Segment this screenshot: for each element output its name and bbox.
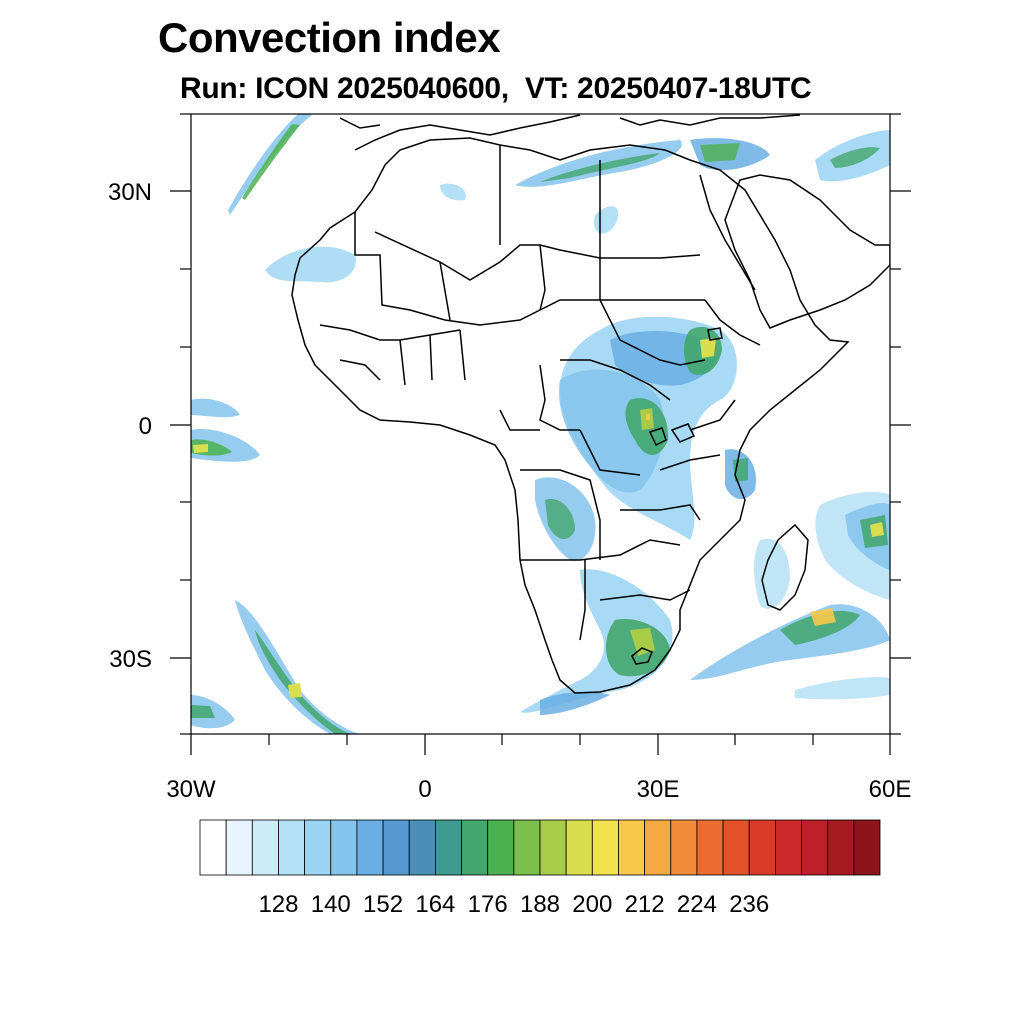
colorbar-swatch — [801, 819, 829, 876]
tick-marks — [170, 113, 911, 755]
colorbar-swatch — [330, 819, 358, 876]
colorbar-swatch — [618, 819, 646, 876]
colorbar-label: 188 — [520, 891, 560, 918]
colorbar-label: 152 — [363, 891, 403, 918]
colorbar-swatch — [853, 819, 881, 876]
colorbar — [199, 819, 881, 876]
colorbar-label: 176 — [468, 891, 508, 918]
convection-field-layer — [191, 114, 890, 734]
colorbar-label: 128 — [258, 891, 298, 918]
lon-label-30e: 30E — [637, 776, 680, 803]
colorbar-swatch — [356, 819, 384, 876]
chart-title: Convection index — [158, 14, 501, 61]
colorbar-swatch — [774, 819, 802, 876]
chart-subtitle: Run: ICON 2025040600, VT: 20250407-18UTC — [180, 72, 812, 105]
lon-label-60e: 60E — [869, 776, 912, 803]
colorbar-label: 236 — [729, 891, 769, 918]
colorbar-swatch — [408, 819, 436, 876]
colorbar-swatch — [251, 819, 279, 876]
colorbar-swatch — [591, 819, 619, 876]
colorbar-swatch — [382, 819, 410, 876]
colorbar-swatch — [696, 819, 724, 876]
map-frame — [190, 113, 891, 735]
colorbar-swatch — [670, 819, 698, 876]
colorbar-swatch — [827, 819, 855, 876]
colorbar-swatch — [278, 819, 306, 876]
lat-label-30s: 30S — [109, 646, 152, 673]
lat-label-0: 0 — [139, 413, 152, 440]
colorbar-swatch — [748, 819, 776, 876]
colorbar-swatch — [487, 819, 515, 876]
colorbar-swatch — [304, 819, 332, 876]
coastline-layer — [291, 114, 890, 694]
colorbar-label: 140 — [311, 891, 351, 918]
colorbar-swatch — [565, 819, 593, 876]
colorbar-labels: 128 140 152 164 176 188 200 212 224 236 — [258, 891, 769, 918]
lat-label-30n: 30N — [108, 179, 152, 206]
lon-label-0: 0 — [418, 776, 431, 803]
colorbar-label: 164 — [415, 891, 455, 918]
colorbar-swatch — [434, 819, 462, 876]
lon-label-30w: 30W — [166, 776, 216, 803]
colorbar-swatch — [644, 819, 672, 876]
colorbar-swatch — [461, 819, 489, 876]
colorbar-label: 200 — [572, 891, 612, 918]
colorbar-swatch — [722, 819, 750, 876]
colorbar-label: 212 — [625, 891, 665, 918]
colorbar-swatch — [513, 819, 541, 876]
colorbar-label: 224 — [677, 891, 717, 918]
colorbar-swatch — [199, 819, 227, 876]
colorbar-swatch — [225, 819, 253, 876]
colorbar-swatch — [539, 819, 567, 876]
